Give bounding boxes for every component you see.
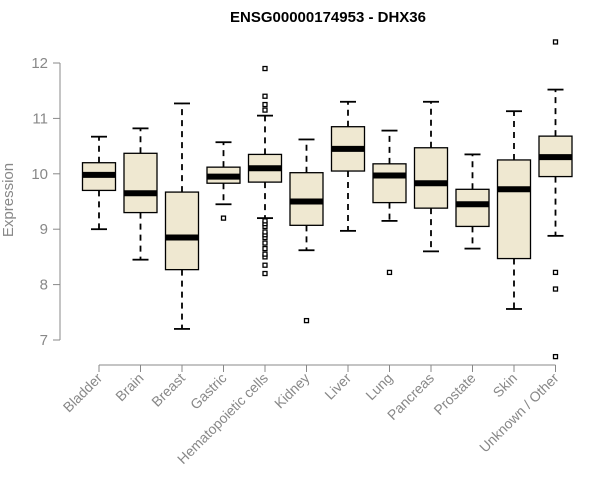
outlier-point	[262, 240, 268, 246]
box-pancreas	[413, 100, 449, 253]
outlier-point	[552, 269, 559, 276]
y-tick-label: 9	[40, 221, 48, 238]
outlier-point	[552, 286, 559, 292]
iqr-box	[372, 163, 407, 204]
x-tick-label: Kidney	[271, 370, 313, 412]
y-tick-label: 8	[40, 277, 48, 294]
outlier-point	[386, 269, 393, 276]
outlier-point	[262, 101, 268, 108]
outlier-point	[220, 215, 227, 221]
outlier-point	[552, 39, 559, 45]
box-kidney	[289, 138, 324, 324]
box-bladder	[81, 135, 117, 231]
outlier-point	[262, 107, 268, 113]
outlier-point	[552, 353, 559, 360]
outlier-point	[303, 317, 310, 324]
outlier-point	[262, 270, 268, 277]
box-breast	[164, 102, 200, 330]
x-tick-label: Skin	[490, 370, 521, 401]
y-tick-label: 12	[31, 55, 48, 72]
iqr-box	[123, 152, 158, 214]
x-tick-label: Breast	[148, 370, 188, 410]
iqr-box	[496, 159, 532, 260]
outlier-point	[262, 251, 268, 257]
outlier-point	[262, 229, 268, 235]
box-lung	[372, 129, 407, 276]
iqr-box	[455, 188, 490, 228]
outlier-point	[262, 65, 268, 72]
iqr-box	[164, 191, 200, 271]
boxes	[81, 39, 573, 360]
y-tick-label: 7	[40, 332, 48, 349]
box-unknown-other	[538, 39, 573, 360]
box-brain	[123, 127, 158, 261]
outlier-point	[262, 245, 268, 252]
box-skin	[496, 110, 532, 310]
x-tick-label: Lung	[362, 370, 395, 403]
box-hematopoietic-cells	[247, 65, 283, 277]
outlier-point	[262, 218, 268, 224]
x-tick-label: Prostate	[430, 370, 478, 418]
y-axis-label: Expression	[0, 163, 17, 237]
outlier-point	[262, 262, 268, 268]
y-tick-label: 11	[32, 110, 48, 127]
x-tick-label: Bladder	[60, 370, 106, 416]
x-tick-label: Brain	[112, 370, 146, 404]
chart-title: ENSG00000174953 - DHX36	[230, 9, 426, 26]
x-tick-label: Liver	[321, 370, 354, 403]
outlier-point	[262, 93, 268, 99]
iqr-box	[413, 147, 449, 209]
x-tick-label: Unknown / Other	[476, 370, 562, 456]
box-liver	[330, 100, 366, 232]
box-prostate	[455, 153, 490, 250]
box-gastric	[206, 141, 241, 221]
y-tick-label: 10	[31, 166, 48, 183]
